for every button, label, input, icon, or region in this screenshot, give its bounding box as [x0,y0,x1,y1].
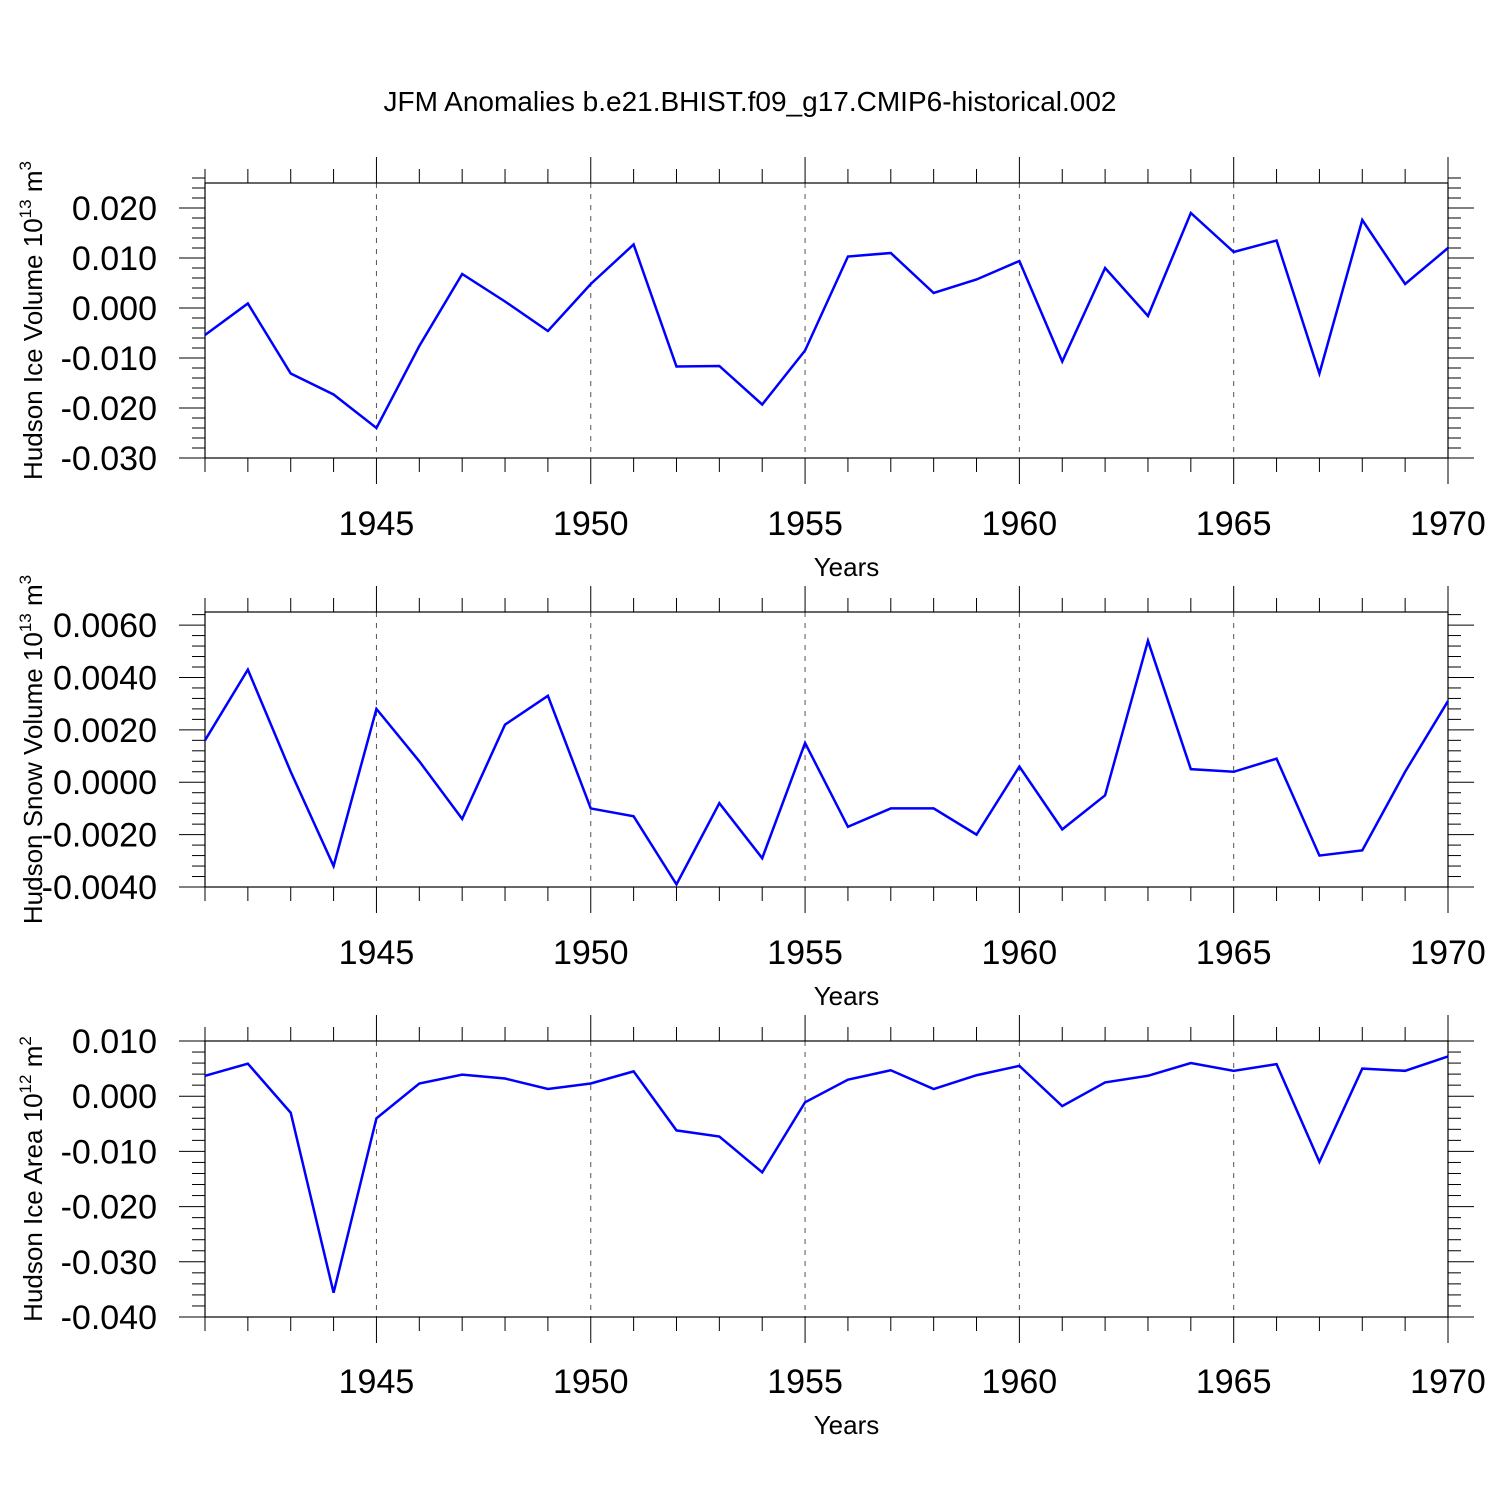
y-tick-label: -0.030 [61,1244,157,1282]
x-tick-label: 1970 [1410,934,1486,972]
y-tick-label: -0.0040 [42,869,157,907]
y-axis-label-exponent: 12 [16,1075,35,1094]
y-tick-label: 0.020 [72,190,157,228]
y-tick-label: 0.010 [72,240,157,278]
x-axis-label: Years [814,552,880,582]
y-axis-label-main: Hudson Ice Volume 10 [18,218,48,480]
y-axis-label-unit: m [18,171,48,200]
y-tick-label: -0.010 [61,340,157,378]
x-tick-label: 1950 [553,505,629,543]
y-tick-label: -0.040 [61,1299,157,1337]
x-tick-label: 1960 [982,505,1058,543]
x-tick-label: 1970 [1410,505,1486,543]
y-axis-label-unit-exponent: 3 [16,575,35,584]
x-tick-label: 1955 [767,505,843,543]
y-tick-label: -0.020 [61,1189,157,1227]
x-axis-label: Years [814,981,880,1011]
plot-frame [204,1040,1449,1318]
x-tick-label: 1965 [1196,934,1272,972]
plot-frame [204,182,1449,459]
x-tick-label: 1955 [767,934,843,972]
y-axis-label-unit-exponent: 3 [16,161,35,170]
y-axis-label-exponent: 13 [16,613,35,632]
x-tick-label: 1965 [1196,505,1272,543]
y-axis-label-main: Hudson Snow Volume 10 [18,632,48,924]
y-tick-label: 0.0000 [53,764,157,802]
series-line [203,636,1450,887]
x-tick-label: 1945 [339,505,415,543]
x-tick-label: 1965 [1196,1363,1272,1401]
series-line [204,1055,1449,1294]
panel-1: -0.030 -0.020 -0.010 0.000 0.010 0.020 1945 195… [16,157,1486,582]
panel-2: -0.0040 -0.0020 0.0000 0.0020 0.0040 0.0060 19… [16,575,1486,1011]
y-tick-label: 0.0060 [53,607,157,645]
x-tick-label: 1945 [339,1363,415,1401]
x-tick-label: 1960 [982,934,1058,972]
x-tick-label: 1950 [553,1363,629,1401]
plot-frame [204,611,1449,888]
y-axis-label: Hudson Ice Area 1012 m2 [16,1036,48,1322]
x-tick-label: 1960 [982,1363,1058,1401]
x-tick-label: 1945 [339,934,415,972]
chart-title: JFM Anomalies b.e21.BHIST.f09_g17.CMIP6-… [383,86,1116,117]
y-axis-label-unit-exponent: 2 [16,1036,35,1045]
x-tick-label: 1970 [1410,1363,1486,1401]
y-axis-label: Hudson Ice Volume 1013 m3 [16,161,48,480]
y-tick-label: 0.010 [72,1023,157,1061]
series-line [204,210,1449,430]
y-axis-label-unit: m [18,584,48,613]
y-tick-label: -0.030 [61,440,157,478]
y-tick-label: -0.020 [61,390,157,428]
x-tick-label: 1950 [553,934,629,972]
y-tick-label: 0.0020 [53,712,157,750]
y-axis-label: Hudson Snow Volume 1013 m3 [16,575,48,924]
x-axis-label: Years [814,1410,880,1440]
y-tick-label: 0.0040 [53,659,157,697]
y-tick-label: -0.010 [61,1133,157,1171]
y-tick-label: 0.000 [72,1078,157,1116]
x-tick-label: 1955 [767,1363,843,1401]
y-tick-label: -0.0020 [42,817,157,855]
y-axis-label-main: Hudson Ice Area 10 [18,1093,48,1321]
y-axis-label-exponent: 13 [16,199,35,218]
panel-3: -0.040 -0.030 -0.020 -0.010 0.000 0.010 1945 19… [16,1015,1486,1440]
y-tick-label: 0.000 [72,290,157,328]
y-axis-label-unit: m [18,1046,48,1075]
